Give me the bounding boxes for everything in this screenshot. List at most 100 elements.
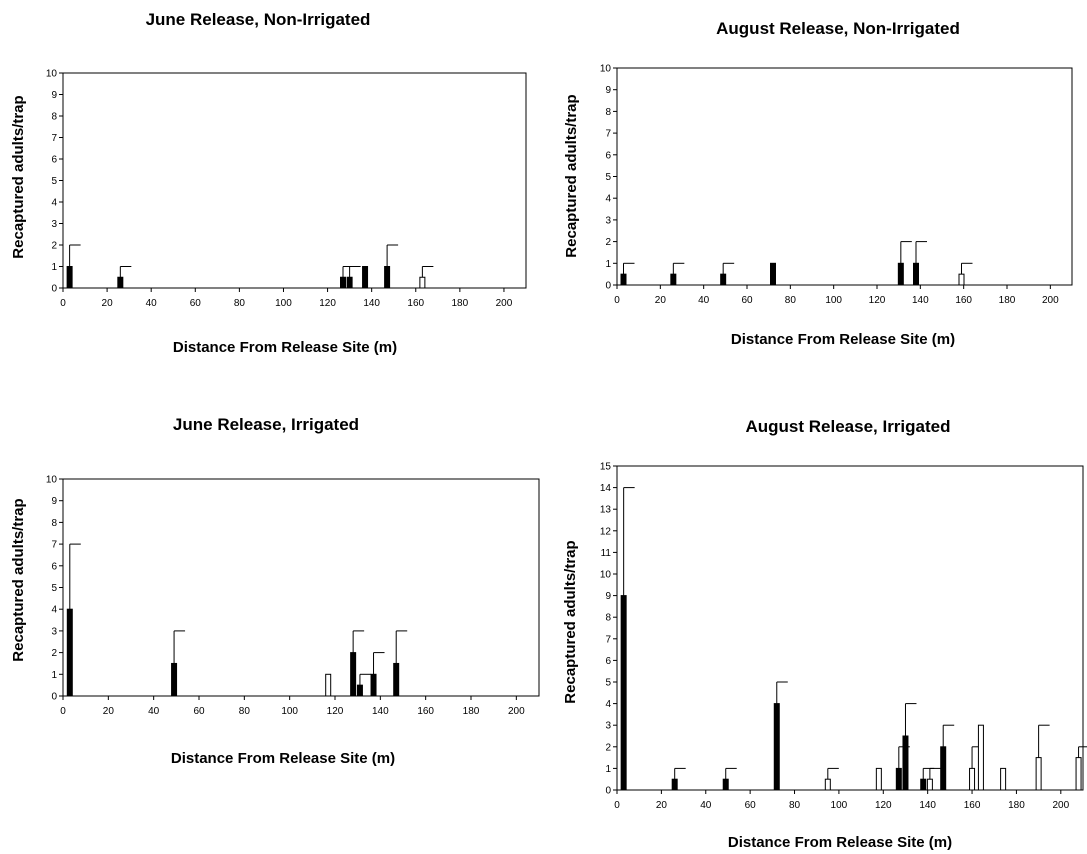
y-tick-label: 3 [605, 721, 611, 732]
y-tick-label: 4 [605, 194, 611, 205]
x-tick-label: 200 [1042, 295, 1059, 306]
y-tick-label: 3 [605, 215, 611, 226]
y-tick-label: 3 [51, 219, 57, 230]
y-tick-label: 10 [46, 69, 58, 80]
bar-open [419, 276, 426, 289]
x-tick-label: 100 [275, 298, 292, 309]
bar-filled [895, 767, 902, 791]
x-tick-label: 160 [955, 295, 972, 306]
x-tick-label: 40 [148, 706, 160, 717]
y-axis-label: Recaptured adults/trap [10, 95, 27, 258]
x-tick-label: 140 [912, 295, 929, 306]
y-tick-label: 5 [51, 176, 57, 187]
y-tick-label: 9 [51, 90, 57, 101]
bar-open [1035, 757, 1042, 791]
plot-frame [62, 478, 540, 697]
bar-filled [940, 746, 947, 791]
y-tick-label: 8 [51, 112, 57, 123]
y-tick-label: 6 [605, 656, 611, 667]
bar-filled [620, 273, 627, 286]
x-tick-label: 0 [60, 298, 66, 309]
y-tick-label: 0 [605, 281, 611, 292]
x-tick-label: 160 [417, 706, 434, 717]
panel-june-non-irrigated: June Release, Non-Irrigated Recaptured a… [10, 10, 527, 356]
x-tick-label: 180 [1008, 800, 1025, 811]
bar-filled [670, 273, 677, 286]
y-tick-label: 6 [605, 150, 611, 161]
bar-filled [920, 778, 927, 791]
x-tick-label: 140 [919, 800, 936, 811]
y-tick-label: 12 [600, 526, 612, 537]
y-tick-label: 4 [51, 198, 57, 209]
x-axis-label: Distance From Release Site (m) [173, 339, 397, 356]
bar-open [969, 767, 976, 791]
y-tick-label: 0 [605, 786, 611, 797]
x-tick-label: 180 [463, 706, 480, 717]
bar-filled [773, 703, 780, 791]
chart-title: August Release, Non-Irrigated [716, 19, 960, 38]
chart-title: August Release, Irrigated [745, 417, 950, 436]
x-tick-label: 120 [319, 298, 336, 309]
y-tick-label: 1 [605, 259, 611, 270]
y-tick-label: 9 [605, 85, 611, 96]
y-tick-label: 5 [51, 583, 57, 594]
bar-filled [66, 266, 73, 289]
y-tick-label: 7 [605, 129, 611, 140]
y-tick-label: 8 [605, 107, 611, 118]
y-axis-label: Recaptured adults/trap [562, 540, 579, 703]
bar-filled [620, 595, 627, 791]
bar-open [1075, 757, 1082, 791]
y-tick-label: 9 [51, 496, 57, 507]
panel-august-irrigated: August Release, Irrigated Recaptured adu… [562, 417, 1087, 851]
bar-open [958, 273, 965, 286]
y-tick-label: 2 [605, 742, 611, 753]
y-tick-label: 4 [605, 699, 611, 710]
x-tick-label: 20 [656, 800, 668, 811]
x-tick-label: 80 [789, 800, 801, 811]
x-axis-label: Distance From Release Site (m) [171, 750, 395, 767]
panel-june-irrigated: June Release, Irrigated Recaptured adult… [10, 415, 540, 767]
x-tick-label: 80 [234, 298, 246, 309]
y-tick-label: 8 [605, 613, 611, 624]
y-tick-label: 5 [605, 678, 611, 689]
x-tick-label: 120 [875, 800, 892, 811]
bar-filled [393, 662, 400, 697]
panel-august-non-irrigated: August Release, Non-Irrigated Recaptured… [563, 19, 1073, 348]
y-tick-label: 0 [51, 284, 57, 295]
bar-filled [897, 262, 904, 286]
x-tick-label: 120 [869, 295, 886, 306]
x-tick-label: 200 [496, 298, 513, 309]
x-tick-label: 100 [831, 800, 848, 811]
plot-frame [616, 67, 1073, 286]
bar-open [325, 673, 332, 697]
bar-filled [340, 276, 347, 289]
bar-filled [370, 673, 377, 697]
bar-filled [384, 266, 391, 289]
x-tick-label: 40 [146, 298, 158, 309]
x-tick-label: 20 [103, 706, 115, 717]
x-tick-label: 200 [1052, 800, 1069, 811]
y-tick-label: 7 [51, 133, 57, 144]
y-tick-label: 2 [605, 237, 611, 248]
y-tick-label: 11 [601, 548, 612, 559]
chart-title: June Release, Non-Irrigated [146, 10, 371, 29]
y-tick-label: 6 [51, 155, 57, 166]
x-tick-label: 20 [102, 298, 114, 309]
y-tick-label: 13 [600, 505, 612, 516]
y-axis-label: Recaptured adults/trap [10, 498, 27, 661]
y-tick-label: 10 [600, 64, 612, 75]
bar-filled [902, 735, 909, 791]
x-tick-label: 20 [655, 295, 667, 306]
x-tick-label: 0 [614, 295, 620, 306]
y-tick-label: 14 [600, 483, 612, 494]
y-tick-label: 9 [605, 591, 611, 602]
bar-filled [770, 262, 776, 286]
x-tick-label: 160 [407, 298, 424, 309]
x-tick-label: 80 [239, 706, 251, 717]
x-tick-label: 100 [281, 706, 298, 717]
bar-open [926, 778, 933, 791]
